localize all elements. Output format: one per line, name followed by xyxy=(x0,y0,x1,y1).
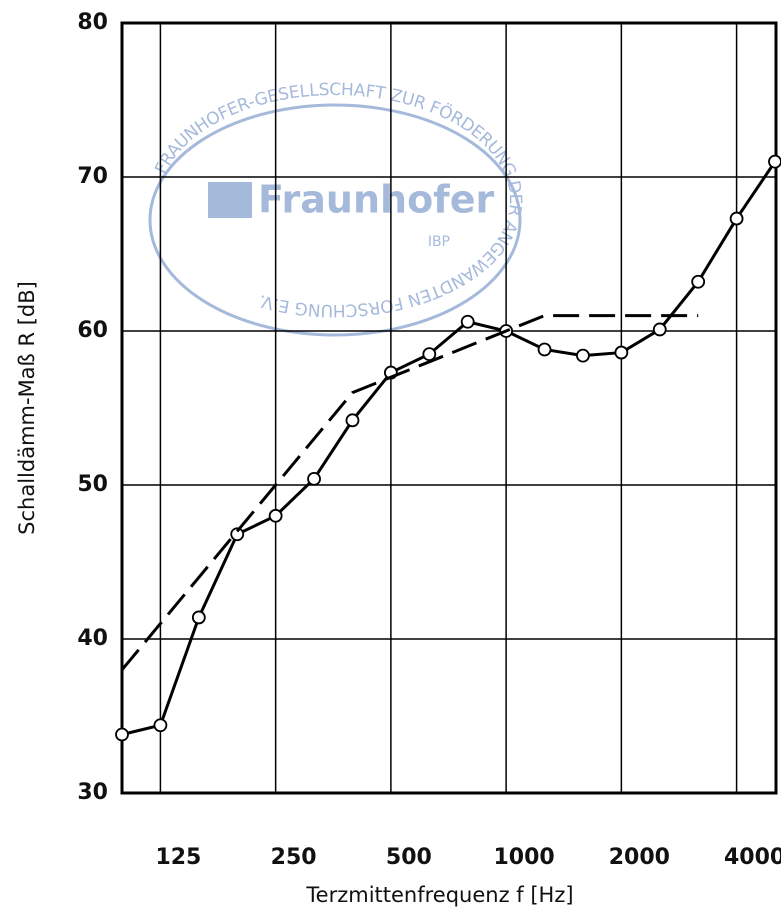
x-tick-label: 4000 xyxy=(724,845,781,870)
marker xyxy=(230,527,245,542)
marker xyxy=(153,718,168,733)
stamp-title: Fraunhofer xyxy=(258,178,494,222)
marker xyxy=(422,347,437,362)
marker xyxy=(345,413,360,428)
marker xyxy=(268,508,283,523)
marker xyxy=(729,211,744,226)
marker xyxy=(115,727,129,742)
marker xyxy=(614,345,629,360)
marker xyxy=(768,154,781,169)
x-tick-label: 125 xyxy=(155,845,201,870)
y-tick-label: 30 xyxy=(77,780,108,805)
stamp-logo xyxy=(208,182,252,218)
marker xyxy=(307,471,321,486)
x-tick-label: 500 xyxy=(386,845,432,870)
y-tick-label: 80 xyxy=(77,10,108,35)
x-axis-title: Terzmittenfrequenz f [Hz] xyxy=(305,883,573,907)
x-tick-label: 2000 xyxy=(609,845,670,870)
marker xyxy=(537,342,552,357)
x-tick-label: 1000 xyxy=(494,845,555,870)
y-tick-label: 50 xyxy=(77,472,108,497)
x-tick-label: 250 xyxy=(271,845,317,870)
series-line xyxy=(120,314,699,671)
y-tick-label: 60 xyxy=(77,318,108,343)
marker xyxy=(460,314,475,329)
marker xyxy=(576,348,590,363)
series-line xyxy=(121,160,777,736)
plot-frame xyxy=(120,21,778,795)
marker xyxy=(691,274,706,289)
stamp: FRAUNHOFER-GESELLSCHAFT ZUR FÖRDERUNG DE… xyxy=(148,80,525,337)
stamp-subtitle: IBP xyxy=(428,234,450,250)
y-tick-label: 40 xyxy=(77,626,108,651)
y-tick-label: 70 xyxy=(77,164,108,189)
marker xyxy=(652,322,667,337)
y-axis-title: Schalldämm-Maß R [dB] xyxy=(15,281,39,535)
stamp-ring xyxy=(148,103,522,337)
marker xyxy=(191,610,206,625)
